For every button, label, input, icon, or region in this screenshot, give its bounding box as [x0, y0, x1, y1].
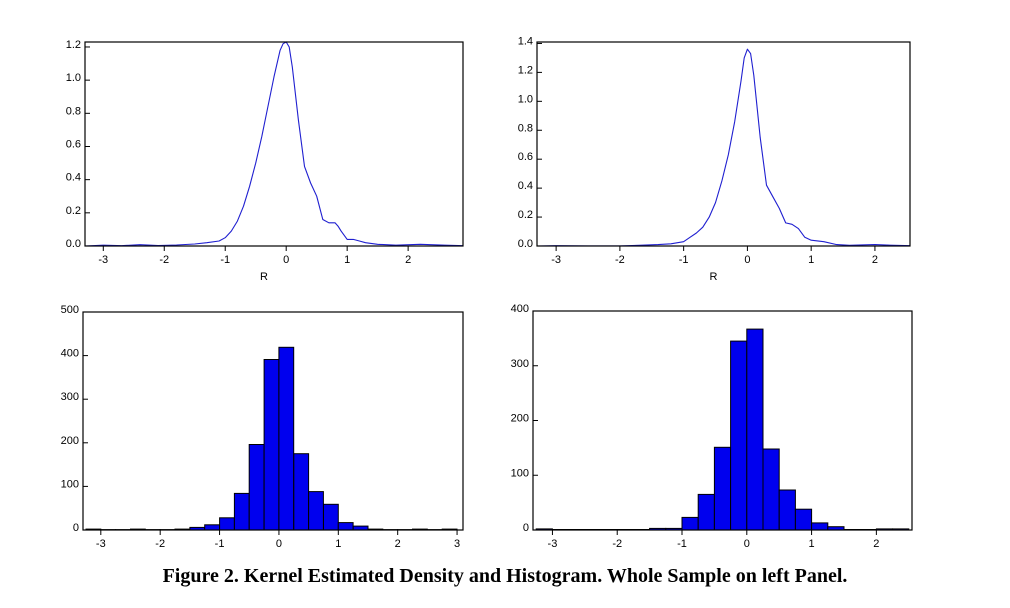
density-left-xtick-label: -2 [159, 254, 169, 266]
density-left-series-line-0 [84, 41, 464, 247]
hist-left-panel: 0 100 200 300 400 500 -3 -2 -1 0 1 2 3 [61, 304, 464, 550]
hist-left-bar-17 [337, 522, 354, 531]
density-right-xtick-label: -1 [679, 254, 689, 266]
density-left-ytick-label: 0.0 [66, 238, 81, 250]
hist-left-ytick-label: 300 [61, 391, 79, 403]
hist-left-xtick-label: -1 [215, 538, 225, 550]
hist-right-bar-9 [681, 516, 699, 531]
density-left-xtick-label: -3 [98, 254, 108, 266]
hist-left-bar-10 [233, 492, 250, 531]
density-left-xtick-label: 2 [405, 254, 411, 266]
hist-left-xtick-label: 2 [395, 538, 401, 550]
density-right-xtick-label: 2 [872, 254, 878, 266]
density-right-series-line-0 [536, 48, 911, 247]
density-right-ytick-label: 0.6 [518, 151, 533, 163]
hist-left-bar-15 [308, 491, 324, 531]
density-right-xlabel: R [710, 271, 718, 283]
hist-left-xtick-label: -3 [96, 538, 106, 550]
hist-left-bar-11 [248, 444, 265, 531]
density-right-xtick-label: 0 [744, 254, 750, 266]
hist-right-ytick-label: 100 [511, 467, 529, 479]
hist-left-bar-8 [204, 524, 220, 531]
hist-left-bar-14 [293, 453, 310, 531]
hist-right-bar-11 [713, 446, 732, 531]
density-left-frame [84, 41, 464, 247]
hist-right-bar-16 [794, 508, 813, 531]
hist-left-bar-9 [219, 517, 235, 531]
hist-left-xtick-label: -2 [155, 538, 165, 550]
hist-left-ytick-label: 100 [61, 478, 79, 490]
hist-right-ytick-label: 400 [511, 303, 529, 315]
hist-right-ytick-label: 200 [511, 413, 529, 425]
density-right-xtick-label: 1 [808, 254, 814, 266]
hist-right-ytick-label: 0 [523, 522, 529, 534]
hist-right-xtick-label: 0 [744, 538, 750, 550]
hist-right-bar-12 [730, 340, 748, 531]
density-right-xtick-label: -2 [615, 254, 625, 266]
hist-left-ytick-label: 0 [73, 522, 79, 534]
density-right-ytick-label: 0.8 [518, 122, 533, 134]
density-left-ytick-label: 0.2 [66, 205, 81, 217]
hist-right-bar-14 [762, 448, 780, 531]
hist-left-xtick-label: 0 [276, 538, 282, 550]
hist-right-xtick-label: 2 [873, 538, 879, 550]
density-left-ytick-label: 0.4 [66, 172, 81, 184]
hist-left-xtick-label: 1 [335, 538, 341, 550]
density-right-ytick-label: 1.4 [518, 35, 533, 47]
figure-canvas: 0.0 0.2 0.4 0.6 0.8 1.0 1.2 -3 -2 -1 0 1 2 R 0.0 0.2 0.4… [61, 35, 913, 550]
density-left-xtick-label: 0 [283, 254, 289, 266]
density-left-panel: 0.0 0.2 0.4 0.6 0.8 1.0 1.2 -3 -2 -1 0 1 2 R [66, 39, 464, 283]
density-right-ytick-label: 0.4 [518, 180, 533, 192]
hist-left-bar-16 [323, 503, 339, 531]
density-left-xtick-label: 1 [344, 254, 350, 266]
hist-left-frame [82, 311, 464, 531]
hist-left-ytick-label: 500 [61, 304, 79, 316]
density-right-ytick-label: 1.0 [518, 93, 533, 105]
hist-left-ytick-label: 200 [61, 435, 79, 447]
hist-right-panel: 0 100 200 300 400 -3 -2 -1 0 1 2 [511, 303, 913, 550]
hist-right-bar-15 [778, 489, 796, 531]
hist-right-ytick-label: 300 [511, 358, 529, 370]
density-right-ytick-label: 1.2 [518, 64, 533, 76]
density-right-ytick-label: 0.0 [518, 238, 533, 250]
hist-right-xtick-label: -2 [612, 538, 622, 550]
hist-left-bar-13 [278, 346, 295, 531]
density-left-xlabel: R [260, 271, 268, 283]
density-right-xtick-label: -3 [551, 254, 561, 266]
density-right-panel: 0.0 0.2 0.4 0.6 0.8 1.0 1.2 1.4 -3 -2 -1 0 1 2 R [518, 35, 911, 283]
hist-right-xtick-label: -3 [548, 538, 558, 550]
density-left-ytick-label: 1.0 [66, 72, 81, 84]
figure-caption: Figure 2. Kernel Estimated Density and H… [162, 565, 848, 587]
density-right-ytick-label: 0.2 [518, 209, 533, 221]
hist-right-xtick-label: -1 [677, 538, 687, 550]
density-left-ytick-label: 1.2 [66, 39, 81, 51]
hist-right-bar-10 [697, 493, 715, 531]
hist-left-ytick-label: 400 [61, 348, 79, 360]
hist-right-xtick-label: 1 [809, 538, 815, 550]
hist-left-xtick-label: 3 [454, 538, 460, 550]
hist-right-bar-13 [746, 328, 764, 531]
density-left-ytick-label: 0.6 [66, 138, 81, 150]
density-left-ytick-label: 0.8 [66, 105, 81, 117]
density-right-frame [536, 41, 911, 247]
hist-left-bar-12 [263, 359, 280, 531]
hist-right-bar-17 [811, 522, 829, 531]
density-left-xtick-label: -1 [220, 254, 230, 266]
